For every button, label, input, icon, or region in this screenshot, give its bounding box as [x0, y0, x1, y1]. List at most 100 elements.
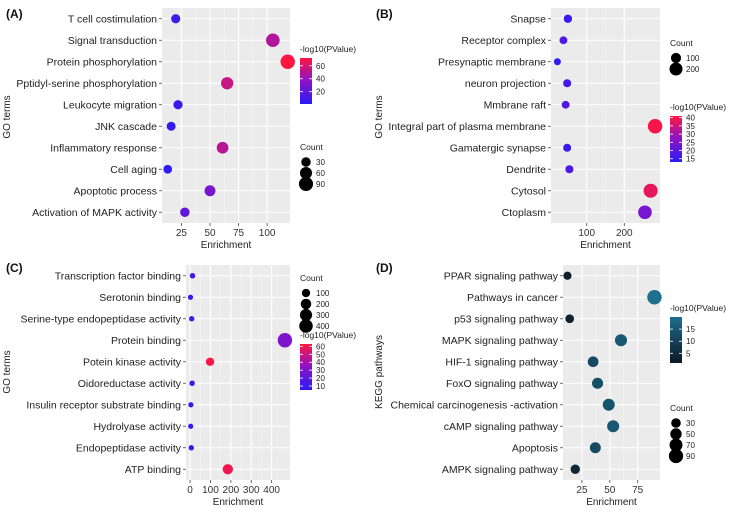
size-legend-title: Count: [300, 273, 323, 283]
size-legend-dot: [301, 288, 311, 298]
category-label: T cell costimulation: [68, 14, 157, 26]
size-legend-dot: [671, 418, 681, 428]
x-axis-title: Enrichment: [586, 497, 637, 508]
category-label: PPAR signaling pathway: [444, 271, 559, 283]
category-label: Snapse: [510, 14, 546, 26]
color-legend-label: 5: [686, 349, 691, 358]
color-legend-title: -log10(PValue): [300, 44, 356, 54]
data-point: [559, 36, 568, 45]
size-legend-dot: [299, 166, 313, 180]
category-label: FoxO signaling pathway: [446, 378, 559, 390]
color-legend-label: 10: [686, 337, 695, 346]
x-tick-label: 75: [632, 485, 644, 496]
panel-label: (D): [376, 261, 393, 275]
category-label: Endopeptidase activity: [76, 443, 182, 455]
category-label: Integral part of plasma membrane: [388, 121, 546, 133]
category-label: Transcription factor binding: [55, 271, 181, 283]
size-legend-dot: [670, 428, 682, 440]
size-legend-title: Count: [670, 38, 693, 48]
panel-a: T cell costimulation Signal transduction P…: [2, 7, 356, 251]
size-legend-dot: [298, 176, 314, 192]
data-point: [647, 290, 662, 305]
color-legend-title: -log10(PValue): [300, 330, 356, 340]
size-legend-dot: [301, 157, 311, 167]
size-legend-label: 100: [686, 54, 700, 63]
plot-background: [186, 265, 290, 480]
category-label: Cell aging: [110, 164, 157, 176]
category-label: p53 signaling pathway: [454, 314, 559, 326]
x-tick-label: 25: [576, 485, 588, 496]
color-legend-label: 15: [686, 325, 695, 334]
panel-label: (A): [6, 7, 23, 21]
x-tick-label: 50: [204, 228, 216, 239]
color-legend-label: 10: [316, 382, 325, 391]
category-label: MAPK signaling pathway: [442, 335, 559, 347]
size-legend-dot: [670, 52, 682, 64]
size-legend-label: 90: [686, 452, 695, 461]
category-label: AMPK signaling pathway: [442, 464, 559, 476]
size-legend-label: 70: [686, 441, 695, 450]
category-label: Ctoplasm: [502, 207, 547, 219]
category-label: Cytosol: [511, 186, 546, 198]
size-legend-dot: [299, 319, 313, 333]
x-tick-label: 75: [233, 228, 245, 239]
category-label: Serotonin binding: [99, 292, 181, 304]
color-legend-bar: [300, 344, 312, 390]
color-legend-label: 15: [686, 155, 695, 164]
x-tick-label: 100: [259, 228, 276, 239]
category-label: Activation of MAPK activity: [32, 207, 158, 219]
category-label: Apoptosis: [512, 443, 558, 455]
color-legend-label: 30: [316, 366, 325, 375]
color-legend-title: -log10(PValue): [670, 102, 726, 112]
data-point: [565, 314, 575, 324]
data-point: [222, 464, 233, 475]
category-label: Protein phosphorylation: [47, 57, 157, 69]
category-label: Dendrite: [506, 164, 546, 176]
category-label: HIF-1 signaling pathway: [445, 357, 558, 369]
category-label: Receptor complex: [461, 35, 546, 47]
size-legend-dot: [669, 62, 683, 76]
data-point: [266, 33, 280, 48]
size-legend-label: 90: [316, 180, 325, 189]
category-label: cAMP signaling pathway: [444, 421, 559, 433]
category-label: Chemical carcinogenesis -activation: [391, 400, 559, 412]
x-tick-label: 0: [187, 485, 193, 496]
color-legend-label: 20: [686, 147, 695, 156]
x-tick-label: 400: [263, 485, 280, 496]
x-axis-title: Enrichment: [201, 240, 252, 251]
data-point: [163, 164, 173, 174]
category-label: Gamatergic synapse: [450, 143, 546, 155]
color-legend-label: 40: [686, 114, 695, 123]
color-legend-label: 30: [686, 130, 695, 139]
data-point: [173, 100, 183, 110]
category-label: neuron projection: [465, 78, 546, 90]
x-axis-title: Enrichment: [213, 497, 264, 508]
data-point: [587, 356, 599, 368]
data-point: [565, 165, 574, 174]
x-tick-label: 100: [202, 485, 219, 496]
y-axis-title: GO terms: [374, 95, 385, 138]
plot-background: [563, 265, 660, 480]
data-point: [592, 377, 604, 389]
y-axis-title: GO terms: [2, 95, 13, 138]
category-label: Leukocyte migration: [63, 100, 157, 112]
data-point: [277, 333, 293, 348]
data-point: [187, 294, 194, 300]
data-point: [205, 357, 215, 366]
panel-label: (C): [6, 261, 23, 275]
data-point: [570, 464, 580, 474]
data-point: [638, 205, 652, 220]
x-axis-title: Enrichment: [580, 240, 631, 251]
x-tick-label: 200: [616, 228, 633, 239]
category-label: Hydrolyase activity: [93, 421, 181, 433]
data-point: [563, 79, 572, 88]
category-label: Signal transduction: [68, 35, 157, 47]
panel-c: Transcription factor binding Serotonin bi…: [2, 261, 356, 508]
data-point: [188, 423, 194, 429]
x-tick-label: 200: [223, 485, 240, 496]
size-legend-dot: [299, 308, 313, 322]
color-legend-label: 35: [686, 122, 695, 131]
category-label: Mmbrane raft: [484, 100, 547, 112]
data-point: [563, 271, 572, 280]
